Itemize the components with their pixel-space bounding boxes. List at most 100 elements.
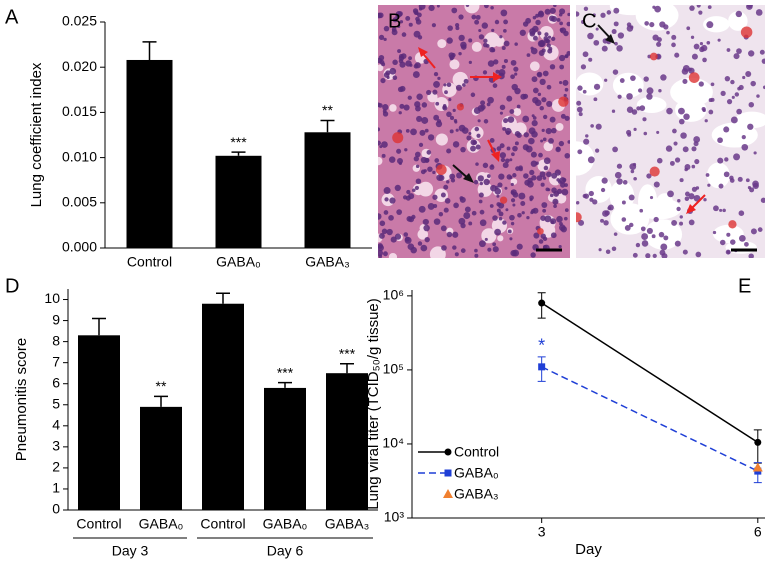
nucleus [463, 212, 471, 220]
nucleus [446, 180, 450, 184]
nucleus [741, 135, 746, 140]
nucleus [576, 106, 583, 113]
nucleus [510, 182, 514, 187]
nucleus [723, 171, 730, 178]
nucleus [679, 178, 684, 183]
nucleus [418, 142, 424, 148]
nucleus [523, 173, 529, 179]
nucleus [424, 236, 430, 243]
nucleus [649, 21, 655, 28]
nucleus [671, 220, 678, 226]
nucleus [533, 232, 540, 239]
nucleus [536, 71, 543, 78]
nucleus [442, 105, 447, 110]
nucleus [424, 128, 429, 133]
nucleus [578, 112, 583, 117]
nucleus [551, 36, 556, 42]
nucleus [587, 32, 594, 40]
nucleus [491, 28, 495, 32]
nucleus [483, 38, 488, 43]
nucleus [726, 99, 733, 105]
nucleus [378, 127, 381, 132]
bar [215, 155, 262, 248]
nucleus [656, 157, 663, 164]
nucleus [733, 53, 740, 60]
nucleus [446, 231, 453, 238]
nucleus [378, 12, 384, 19]
nucleus [496, 194, 500, 198]
nucleus [441, 245, 447, 251]
nucleus [427, 134, 435, 141]
nucleus [717, 38, 721, 42]
nucleus [666, 30, 670, 35]
erythrocyte [740, 26, 753, 38]
nucleus [730, 116, 738, 124]
y-tick-label: 8 [52, 332, 60, 348]
y-axis-label: Pneumonitis score [13, 338, 30, 461]
tissue-cell [378, 64, 384, 72]
nucleus [433, 72, 439, 77]
nucleus [613, 7, 620, 14]
nucleus [541, 128, 545, 132]
nucleus [636, 106, 641, 111]
nucleus [522, 115, 530, 123]
nucleus [432, 194, 438, 200]
nucleus [616, 163, 623, 169]
nucleus [746, 5, 753, 8]
nucleus [592, 199, 598, 205]
nucleus [726, 232, 731, 237]
nucleus [380, 78, 386, 84]
nucleus [532, 87, 539, 94]
nucleus [414, 151, 421, 158]
nucleus [492, 242, 497, 247]
nucleus [477, 175, 484, 182]
nucleus [378, 34, 385, 40]
nucleus [559, 8, 566, 15]
significance-mark: *** [277, 364, 294, 380]
nucleus [582, 51, 589, 58]
nucleus [583, 138, 590, 145]
alveolus [656, 193, 673, 210]
nucleus [503, 28, 507, 33]
nucleus [549, 116, 556, 123]
nucleus [481, 22, 488, 29]
nucleus [630, 75, 636, 81]
nucleus [421, 102, 428, 108]
nucleus [611, 246, 617, 252]
nucleus [458, 51, 462, 56]
y-tick-label: 3 [52, 438, 60, 454]
nucleus [537, 92, 542, 97]
nucleus [525, 17, 532, 24]
nucleus [627, 132, 632, 137]
nucleus [423, 224, 430, 232]
nucleus [559, 81, 563, 85]
nucleus [440, 192, 446, 198]
nucleus [446, 148, 452, 154]
nucleus [516, 243, 523, 250]
nucleus [489, 138, 495, 143]
nucleus [681, 68, 689, 75]
nucleus [529, 30, 536, 37]
nucleus [682, 78, 688, 84]
nucleus [558, 244, 562, 249]
nucleus [475, 162, 479, 166]
nucleus [410, 128, 417, 136]
nucleus [482, 42, 488, 48]
nucleus [562, 79, 569, 86]
bar [326, 373, 368, 510]
tissue-cell [418, 181, 434, 197]
nucleus [590, 124, 594, 128]
nucleus [453, 202, 459, 209]
nucleus [483, 119, 489, 124]
nucleus [378, 249, 384, 257]
nucleus [532, 15, 537, 20]
nucleus [564, 87, 569, 92]
nucleus [501, 64, 506, 69]
nucleus [576, 100, 582, 106]
marker [754, 438, 762, 446]
nucleus [646, 173, 652, 179]
nucleus [474, 253, 479, 258]
nucleus [392, 59, 398, 66]
nucleus [468, 38, 473, 43]
nucleus [537, 40, 545, 48]
